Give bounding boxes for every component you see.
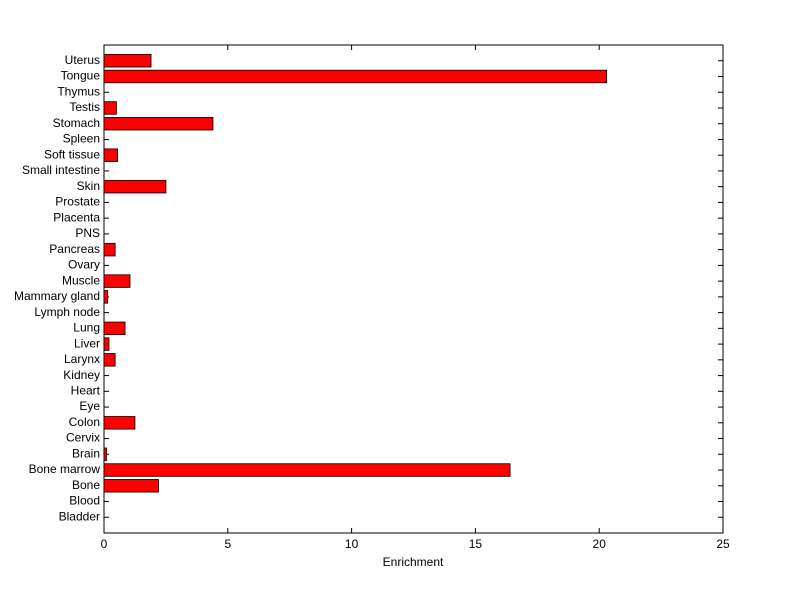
bar (103, 69, 608, 84)
y-tick-label: Pancreas (49, 242, 100, 256)
bar (103, 353, 116, 367)
y-tick-label: Soft tissue (44, 147, 100, 161)
y-tick-label: Lymph node (34, 305, 100, 319)
y-tick-label: Blood (69, 494, 100, 508)
bar (103, 274, 131, 288)
x-tick-label: 20 (593, 537, 607, 551)
bar (103, 101, 117, 115)
y-tick-label: Bone marrow (29, 462, 101, 476)
bar (103, 447, 107, 461)
y-tick-label: Liver (74, 336, 100, 350)
y-tick-label: Heart (71, 383, 101, 397)
x-axis-label: Enrichment (383, 555, 444, 569)
y-tick-label: Prostate (55, 195, 100, 209)
y-tick-label: Uterus (65, 53, 100, 67)
x-tick-label: 0 (101, 537, 108, 551)
y-tick-label: Testis (69, 100, 100, 114)
bar (103, 290, 109, 304)
y-tick-label: Bone (72, 478, 100, 492)
bar (103, 463, 511, 477)
y-tick-label: Bladder (59, 509, 100, 523)
y-tick-label: PNS (75, 226, 100, 240)
x-tick-label: 10 (345, 537, 359, 551)
y-tick-label: Larynx (64, 352, 100, 366)
y-tick-label: Placenta (53, 210, 100, 224)
y-tick-label: Eye (79, 399, 100, 413)
bar (103, 337, 110, 351)
bar (103, 117, 214, 131)
bar (103, 321, 126, 336)
y-tick-label: Cervix (66, 431, 100, 445)
y-tick-label: Lung (73, 321, 100, 335)
bar (103, 148, 119, 162)
bar (103, 479, 159, 493)
y-tick-label: Mammary gland (14, 289, 100, 303)
y-tick-label: Spleen (63, 132, 100, 146)
bar (103, 54, 152, 68)
y-tick-label: Stomach (53, 116, 100, 130)
x-tick-label: 25 (716, 537, 730, 551)
x-tick-label: 15 (469, 537, 483, 551)
y-tick-label: Small intestine (22, 163, 100, 177)
y-tick-label: Muscle (62, 273, 100, 287)
bar (103, 179, 167, 194)
x-tick-label: 5 (224, 537, 231, 551)
y-tick-label: Kidney (63, 368, 100, 382)
y-tick-label: Brain (72, 446, 100, 460)
y-tick-label: Colon (69, 415, 100, 429)
bar (103, 242, 116, 257)
y-tick-label: Ovary (68, 258, 100, 272)
bar (103, 416, 136, 430)
y-tick-label: Thymus (57, 84, 100, 98)
y-tick-label: Skin (77, 179, 100, 193)
y-tick-label: Tongue (61, 69, 101, 83)
